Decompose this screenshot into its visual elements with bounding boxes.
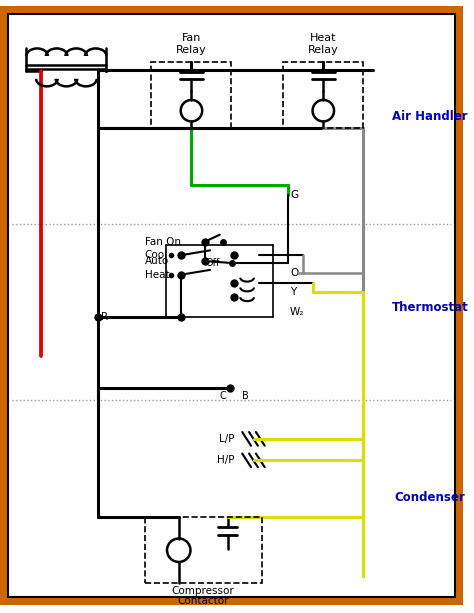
Text: Auto: Auto (145, 256, 169, 266)
Bar (145, 517, 262, 584)
Text: Thermostat: Thermostat (392, 300, 468, 313)
Text: Cool: Cool (145, 250, 168, 261)
Text: Fan On: Fan On (145, 237, 181, 246)
Text: Y: Y (290, 287, 296, 297)
Text: O: O (290, 268, 298, 278)
Text: Heat: Heat (310, 33, 337, 44)
Text: B: B (242, 391, 249, 401)
Text: Fan: Fan (182, 33, 201, 44)
Text: H/P: H/P (217, 455, 235, 465)
Text: G: G (290, 189, 298, 200)
Text: R: R (100, 312, 108, 322)
Text: Relay: Relay (176, 45, 207, 55)
Text: Contactor: Contactor (177, 596, 229, 606)
Bar (151, 62, 231, 128)
Text: C: C (220, 391, 227, 401)
Text: Air Handler: Air Handler (392, 110, 467, 123)
Text: Off: Off (205, 258, 219, 268)
Text: Compressor: Compressor (172, 586, 235, 596)
Text: Relay: Relay (308, 45, 339, 55)
Text: W₂: W₂ (290, 307, 304, 317)
Text: Heat: Heat (145, 270, 169, 280)
Text: Condenser: Condenser (394, 491, 465, 504)
Text: L/P: L/P (219, 434, 235, 444)
Bar (283, 62, 364, 128)
